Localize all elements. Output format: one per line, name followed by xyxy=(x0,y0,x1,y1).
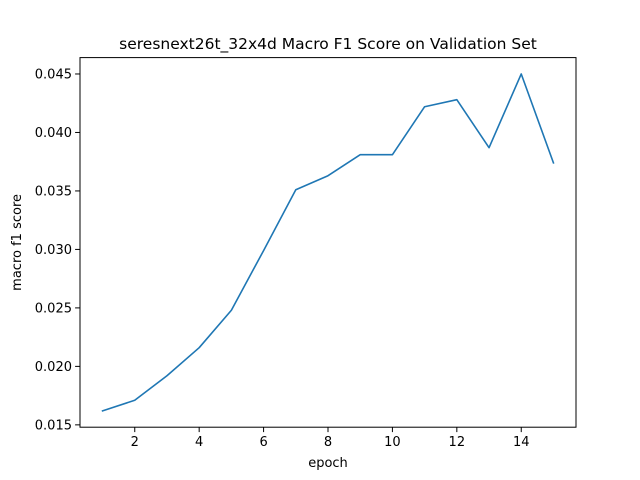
x-tick-label: 4 xyxy=(195,435,203,450)
y-tick-label: 0.035 xyxy=(35,185,72,200)
x-tick-label: 10 xyxy=(384,435,401,450)
series-layer xyxy=(101,73,555,412)
y-tick-label: 0.045 xyxy=(35,68,72,83)
y-tick-label: 0.015 xyxy=(35,418,72,433)
axes-frame xyxy=(79,57,577,428)
x-tick-label: 6 xyxy=(259,435,267,450)
x-axis-ticks: 2 4 6 8 10 12 14 xyxy=(131,427,530,450)
plot-area: 2 4 6 8 10 12 14 0.015 0.020 0.025 0.030 0.035 0.04… xyxy=(35,57,577,450)
x-tick-label: 2 xyxy=(131,435,139,450)
y-tick-label: 0.040 xyxy=(35,126,72,141)
y-tick-label: 0.025 xyxy=(35,301,72,316)
series-line xyxy=(101,73,555,412)
y-axis-label: macro f1 score xyxy=(10,194,25,291)
x-axis-label: epoch xyxy=(308,456,348,471)
x-tick-label: 12 xyxy=(449,435,466,450)
y-tick-label: 0.030 xyxy=(35,243,72,258)
y-axis-ticks: 0.015 0.020 0.025 0.030 0.035 0.040 0.045 xyxy=(35,68,80,433)
x-tick-label: 14 xyxy=(513,435,530,450)
y-tick-label: 0.020 xyxy=(35,360,72,375)
chart-title: seresnext26t_32x4d Macro F1 Score on Val… xyxy=(119,35,537,54)
x-tick-label: 8 xyxy=(324,435,332,450)
